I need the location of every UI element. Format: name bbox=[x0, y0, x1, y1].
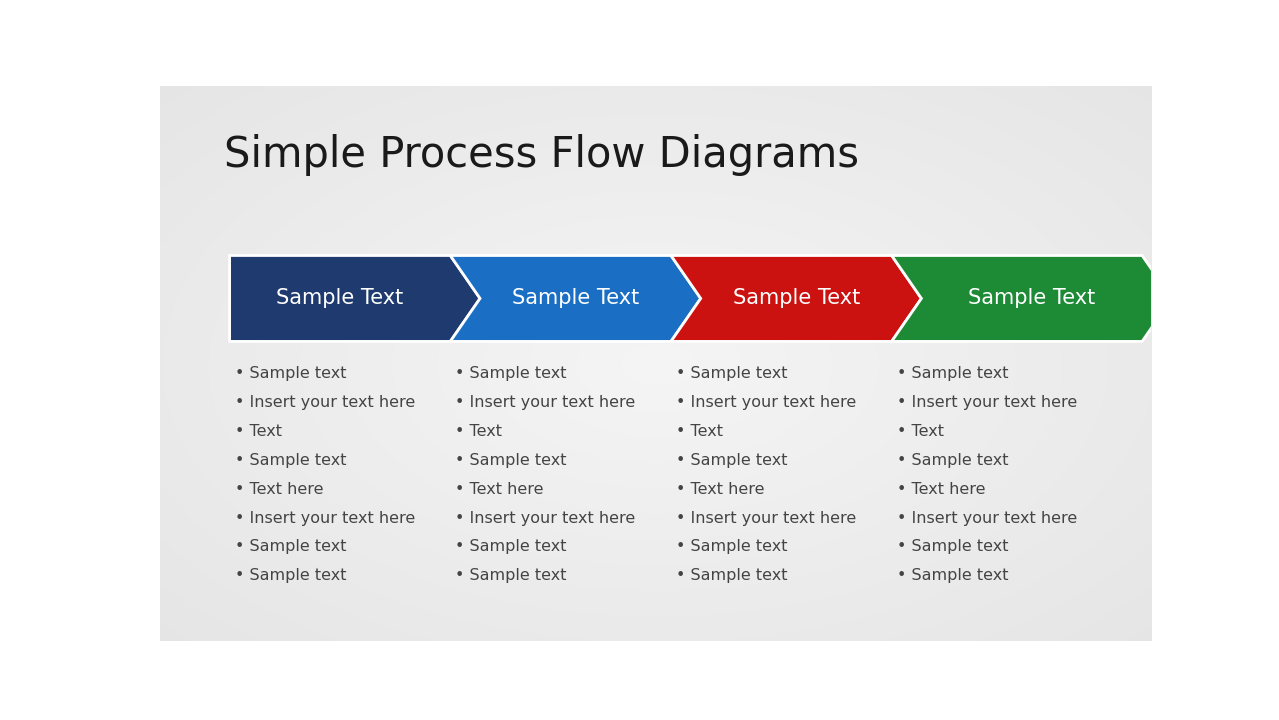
Text: Sample Text: Sample Text bbox=[276, 289, 404, 308]
Polygon shape bbox=[450, 256, 701, 341]
Text: • Insert your text here: • Insert your text here bbox=[897, 395, 1077, 410]
Text: Sample Text: Sample Text bbox=[733, 289, 859, 308]
Text: • Text here: • Text here bbox=[455, 482, 544, 497]
Text: • Text: • Text bbox=[897, 424, 944, 439]
Text: • Text: • Text bbox=[675, 424, 723, 439]
Text: • Insert your text here: • Insert your text here bbox=[675, 395, 856, 410]
Text: • Sample text: • Sample text bbox=[897, 453, 1008, 468]
Text: • Sample text: • Sample text bbox=[234, 453, 347, 468]
Text: • Insert your text here: • Insert your text here bbox=[897, 510, 1077, 526]
Text: • Sample text: • Sample text bbox=[675, 568, 788, 583]
Text: • Insert your text here: • Insert your text here bbox=[234, 510, 414, 526]
Text: • Sample text: • Sample text bbox=[897, 539, 1008, 554]
Text: • Sample text: • Sample text bbox=[455, 453, 567, 468]
Text: • Sample text: • Sample text bbox=[234, 366, 347, 382]
Text: • Sample text: • Sample text bbox=[675, 539, 788, 554]
Text: • Text here: • Text here bbox=[675, 482, 765, 497]
Polygon shape bbox=[891, 256, 1172, 341]
Polygon shape bbox=[230, 256, 480, 341]
Text: • Insert your text here: • Insert your text here bbox=[234, 395, 414, 410]
Text: • Text: • Text bbox=[455, 424, 503, 439]
Text: Sample Text: Sample Text bbox=[968, 289, 1095, 308]
Text: • Sample text: • Sample text bbox=[675, 366, 788, 382]
Text: • Sample text: • Sample text bbox=[234, 539, 347, 554]
Text: • Insert your text here: • Insert your text here bbox=[455, 510, 636, 526]
Text: • Text here: • Text here bbox=[897, 482, 985, 497]
Text: Sample Text: Sample Text bbox=[512, 289, 640, 308]
Text: • Sample text: • Sample text bbox=[455, 568, 567, 583]
Text: • Sample text: • Sample text bbox=[897, 366, 1008, 382]
Text: • Sample text: • Sample text bbox=[455, 539, 567, 554]
Text: • Sample text: • Sample text bbox=[675, 453, 788, 468]
Text: • Sample text: • Sample text bbox=[897, 568, 1008, 583]
Polygon shape bbox=[671, 256, 921, 341]
Text: • Text: • Text bbox=[234, 424, 281, 439]
Text: • Sample text: • Sample text bbox=[234, 568, 347, 583]
Text: Simple Process Flow Diagrams: Simple Process Flow Diagrams bbox=[224, 133, 859, 176]
Text: • Sample text: • Sample text bbox=[455, 366, 567, 382]
Text: • Insert your text here: • Insert your text here bbox=[455, 395, 636, 410]
Text: • Insert your text here: • Insert your text here bbox=[675, 510, 856, 526]
Text: • Text here: • Text here bbox=[234, 482, 324, 497]
